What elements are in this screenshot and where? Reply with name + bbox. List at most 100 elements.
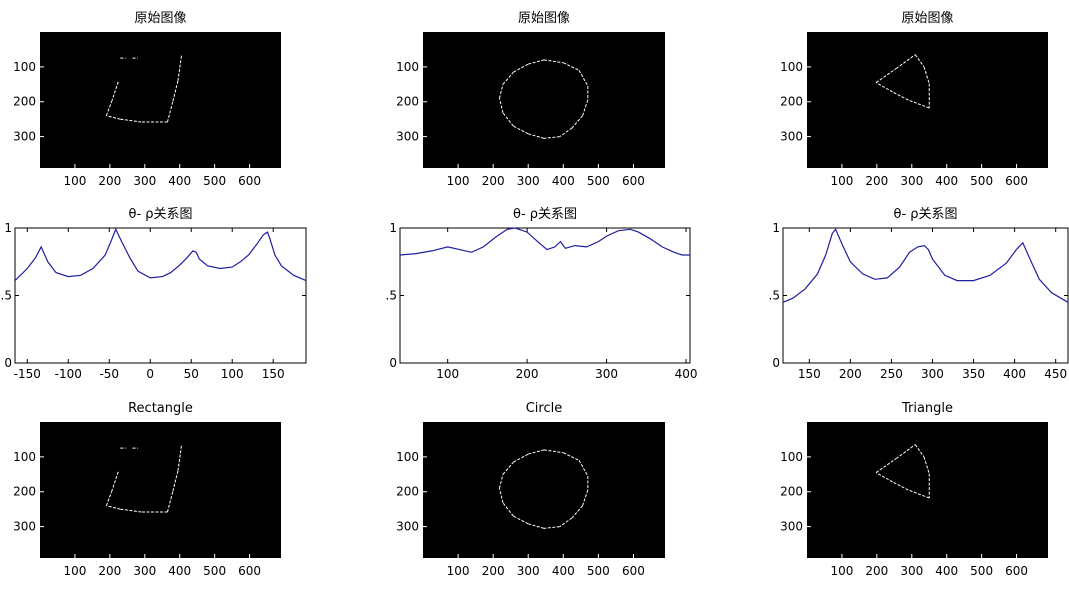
x-tick-label: 100 (436, 367, 459, 381)
x-tick-label: 300 (133, 174, 156, 188)
x-tick-label: 400 (552, 174, 575, 188)
image-area (807, 32, 1048, 168)
outline-segment (543, 526, 560, 529)
x-tick-label: 100 (63, 564, 86, 578)
x-tick-label: 400 (168, 174, 191, 188)
subplot-4: θ- ρ关系图 -150 -100 -50 0 50 100 150 0 .5 1 (1, 207, 307, 381)
outline-segment (914, 444, 925, 458)
x-tick-label: 300 (517, 174, 540, 188)
plot-area (782, 227, 1069, 364)
x-tick-label: 300 (517, 564, 540, 578)
series-line (14, 227, 307, 282)
subplot-8: Circle 100 200 300 400 500 600 100 200 300 (396, 401, 665, 578)
y-tick-label: 200 (13, 95, 36, 109)
x-tick-label: -50 (99, 367, 119, 381)
outline-segment (923, 66, 930, 84)
x-tick-label: 50 (184, 367, 199, 381)
x-tick-label: 600 (1005, 564, 1028, 578)
outline-segment (528, 59, 545, 65)
image-area (807, 422, 1048, 558)
subplot-title: 原始图像 (518, 11, 570, 26)
outline-segment (106, 505, 121, 510)
x-tick-label: 100 (63, 174, 86, 188)
outline-segment (105, 101, 113, 116)
outline-segment (908, 489, 930, 499)
y-tick-label: .5 (386, 289, 397, 303)
outline-segment (172, 80, 179, 102)
shape-outline (498, 59, 589, 139)
x-tick-label: 600 (622, 174, 645, 188)
x-tick-label: -100 (55, 367, 82, 381)
x-tick-label: 400 (935, 174, 958, 188)
outline-segment (502, 461, 514, 475)
y-tick-label: 300 (13, 520, 36, 534)
y-tick-label: 1 (772, 221, 780, 235)
x-tick-label: 600 (238, 174, 261, 188)
image-area (40, 422, 281, 558)
outline-segment (111, 80, 120, 102)
x-tick-label: 400 (552, 564, 575, 578)
x-tick-label: 150 (262, 367, 285, 381)
subplot-6: θ- ρ关系图 150 200 250 300 350 400 450 0 .5 1 (769, 207, 1069, 381)
x-tick-label: 250 (880, 367, 903, 381)
subplot-title: θ- ρ关系图 (128, 207, 192, 222)
y-tick-label: 200 (780, 95, 803, 109)
y-tick-label: 100 (396, 450, 419, 464)
subplot-3: 原始图像 100 200 300 400 500 600 100 200 300 (780, 11, 1048, 188)
x-tick-label: 100 (830, 564, 853, 578)
outline-segment (559, 517, 573, 528)
outline-segment (120, 118, 142, 123)
image-area (40, 32, 281, 168)
outline-segment (498, 488, 504, 504)
x-tick-label: 100 (447, 174, 470, 188)
subplot-title: Rectangle (128, 401, 193, 416)
x-tick-label: 600 (238, 564, 261, 578)
x-tick-label: 200 (865, 174, 888, 188)
x-tick-label: 200 (865, 564, 888, 578)
outline-segment (543, 136, 560, 139)
outline-segment (498, 84, 504, 99)
outline-segment (502, 502, 514, 517)
y-tick-label: 0 (4, 356, 12, 370)
outline-segment (908, 99, 930, 109)
x-tick-label: 500 (587, 174, 610, 188)
outline-segment (571, 115, 583, 129)
subplot-7: Rectangle 100 200 300 400 500 600 100 200 300 (13, 401, 281, 578)
y-tick-label: .5 (769, 289, 780, 303)
y-tick-label: 300 (780, 130, 803, 144)
y-tick-label: 200 (13, 485, 36, 499)
outline-segment (513, 63, 529, 73)
x-tick-label: 100 (447, 564, 470, 578)
y-tick-label: 200 (396, 95, 419, 109)
outline-segment (875, 472, 893, 483)
outline-segment (498, 474, 504, 489)
outline-segment (528, 523, 545, 529)
outline-segment (895, 54, 916, 70)
y-tick-label: 300 (396, 520, 419, 534)
outline-segment (106, 115, 121, 120)
x-tick-label: 300 (921, 367, 944, 381)
subplot-title: θ- ρ关系图 (513, 207, 577, 222)
x-tick-label: 200 (98, 174, 121, 188)
outline-segment (513, 125, 529, 135)
series-line (399, 227, 690, 256)
plot-area (14, 227, 307, 364)
subplot-title: 原始图像 (134, 11, 186, 26)
outline-segment (105, 491, 113, 506)
series-line (782, 228, 1069, 303)
image-area (423, 422, 665, 558)
x-tick-label: 300 (133, 564, 156, 578)
outline-segment (172, 470, 179, 492)
outline-segment (111, 470, 120, 492)
x-tick-label: 200 (98, 564, 121, 578)
outline-segment (513, 453, 529, 463)
outline-segment (498, 98, 504, 114)
x-tick-label: 100 (830, 174, 853, 188)
image-area (423, 32, 665, 168)
subplot-title: 原始图像 (901, 11, 953, 26)
subplot-title: θ- ρ关系图 (893, 207, 957, 222)
outline-segment (502, 112, 514, 127)
y-tick-label: 100 (13, 450, 36, 464)
outline-segment (502, 71, 514, 85)
